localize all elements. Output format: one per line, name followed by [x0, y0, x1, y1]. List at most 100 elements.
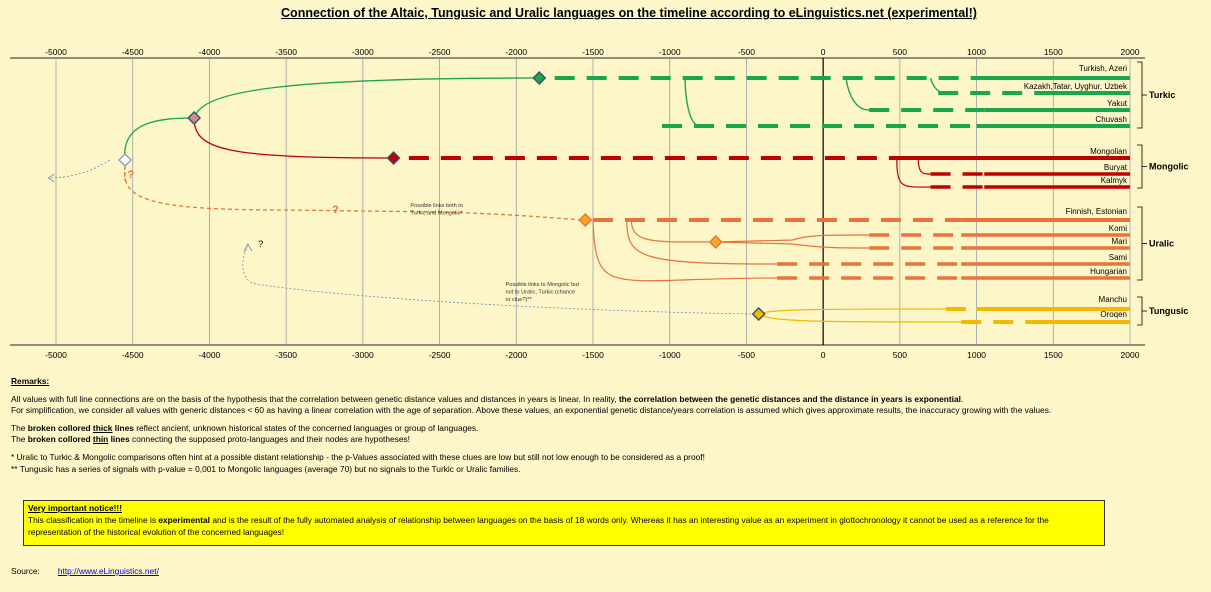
proto-language-nodes — [118, 71, 766, 321]
branch-finno-permic — [630, 219, 716, 243]
family-label-mongolic: Mongolic — [1149, 162, 1189, 172]
tick-label-bottom: -500 — [738, 350, 755, 360]
branch-komi — [715, 234, 870, 243]
tick-label-top: 1000 — [967, 47, 986, 57]
node-root — [118, 153, 133, 167]
node-proto-mongolic — [386, 151, 401, 165]
tick-label-top: -500 — [738, 47, 755, 57]
notice-heading: Very important notice!!! — [28, 503, 122, 513]
important-notice: Very important notice!!! This classifica… — [23, 500, 1105, 546]
label-mongolian: Mongolian — [1090, 147, 1127, 156]
tick-label-bottom: 1000 — [967, 350, 986, 360]
label-turkish: Turkish, Azeri — [1079, 64, 1127, 73]
tick-label-top: -2000 — [505, 47, 527, 57]
timeline-chart: -5000-5000-4500-4500-4000-4000-3500-3500… — [10, 47, 1189, 360]
tick-label-top: -4500 — [122, 47, 144, 57]
tick-label-bottom: -4000 — [199, 350, 221, 360]
label-buryat: Buryat — [1104, 163, 1128, 172]
label-finnish: Finnish, Estonian — [1066, 207, 1127, 216]
tick-label-bottom: -4500 — [122, 350, 144, 360]
tick-label-top: -5000 — [45, 47, 67, 57]
family-label-turkic: Turkic — [1149, 90, 1175, 100]
branch-mari — [715, 241, 870, 249]
branch-kazakh — [929, 77, 946, 94]
tick-labels: -5000-5000-4500-4500-4000-4000-3500-3500… — [45, 47, 1140, 360]
label-sami: Sami — [1109, 253, 1127, 262]
branch-chuvash — [684, 77, 701, 127]
bracket-tungusic — [1137, 296, 1143, 326]
annotation-uralic-links: Possible links both to Turkic and Mongoli… — [410, 203, 463, 217]
node-finno-permic — [708, 235, 723, 249]
tick-label-bottom: -2000 — [505, 350, 527, 360]
tick-label-top: 500 — [893, 47, 907, 57]
node-turkic-mongolic — [187, 111, 202, 125]
tick-label-bottom: 500 — [893, 350, 907, 360]
annotation-tungusic-links: Possible links to Mongolic but not to Ura… — [506, 282, 580, 303]
link-proto-turkic — [193, 77, 540, 119]
label-chuvash: Chuvash — [1095, 115, 1127, 124]
bracket-mongolic — [1137, 144, 1143, 189]
question-mark-1: ? — [128, 169, 135, 181]
remark-4: The broken collored thin lines connectin… — [11, 434, 410, 445]
branch-buryat — [917, 157, 931, 175]
label-manchu: Manchu — [1099, 295, 1127, 304]
node-proto-tungusic — [751, 307, 766, 321]
tick-label-bottom: -3500 — [275, 350, 297, 360]
bracket-turkic — [1137, 61, 1143, 129]
family-label-tungusic: Tungusic — [1149, 306, 1188, 316]
label-kalmyk: Kalmyk — [1101, 176, 1128, 185]
branch-yakut — [845, 77, 870, 111]
label-mari: Mari — [1111, 237, 1127, 246]
tick-label-bottom: -3000 — [352, 350, 374, 360]
node-proto-uralic — [578, 213, 593, 227]
tick-label-top: -1500 — [582, 47, 604, 57]
link-root-turkicmongolic — [124, 117, 195, 161]
tick-label-top: 0 — [821, 47, 826, 57]
remark-1: All values with full line connections ar… — [11, 393, 964, 404]
label-yakut: Yakut — [1107, 99, 1128, 108]
tick-label-bottom: -2500 — [429, 350, 451, 360]
source-label: Source: — [11, 566, 40, 576]
question-mark-2: ? — [332, 204, 339, 216]
branch-kalmyk — [896, 157, 931, 188]
footnote-2: ** Tungusic has a series of signals with… — [11, 463, 521, 474]
language-labels: Turkish, Azeri Kazakh,Tatar, Uyghur, Uzbe… — [1024, 61, 1189, 326]
label-oroqen: Oroqen — [1100, 310, 1127, 319]
branch-hungarian — [592, 219, 778, 282]
branch-sami — [626, 219, 778, 265]
remarks-section: Remarks: All values with full line conne… — [11, 376, 1131, 475]
remarks-heading: Remarks: — [11, 376, 50, 386]
notice-text: This classification in the timeline is e… — [28, 514, 1049, 537]
tick-label-bottom: -1500 — [582, 350, 604, 360]
tick-label-bottom: -1000 — [659, 350, 681, 360]
source-line: Source: http://www.eLinguistics.net/ — [11, 566, 159, 576]
footnote-1: * Uralic to Turkic & Mongolic comparison… — [11, 451, 705, 462]
tick-label-bottom: -5000 — [45, 350, 67, 360]
bracket-uralic — [1137, 206, 1143, 281]
label-hungarian: Hungarian — [1090, 267, 1127, 276]
tick-label-top: -3000 — [352, 47, 374, 57]
arrowhead-tungusic — [243, 243, 253, 253]
family-label-uralic: Uralic — [1149, 239, 1174, 249]
chart-title: Connection of the Altaic, Tungusic and U… — [281, 6, 977, 20]
tick-label-bottom: 2000 — [1121, 350, 1140, 360]
node-proto-turkic — [532, 71, 547, 85]
link-tungusic-mongolic — [242, 245, 759, 315]
link-proto-mongolic — [193, 117, 394, 159]
language-lines — [408, 76, 1130, 324]
tick-label-top: 2000 — [1121, 47, 1140, 57]
tick-label-top: -1000 — [659, 47, 681, 57]
link-root-left — [48, 159, 110, 179]
arrowhead-root — [47, 173, 55, 183]
label-komi: Komi — [1109, 224, 1127, 233]
tick-label-top: -2500 — [429, 47, 451, 57]
tick-label-top: 1500 — [1044, 47, 1063, 57]
branch-manchu — [758, 308, 946, 315]
tick-label-bottom: 0 — [821, 350, 826, 360]
tick-label-top: -4000 — [199, 47, 221, 57]
tick-label-top: -3500 — [275, 47, 297, 57]
link-proto-uralic — [123, 165, 586, 221]
branch-oroqen — [758, 313, 962, 323]
source-link[interactable]: http://www.eLinguistics.net/ — [57, 566, 159, 576]
grid-lines — [10, 57, 1145, 346]
